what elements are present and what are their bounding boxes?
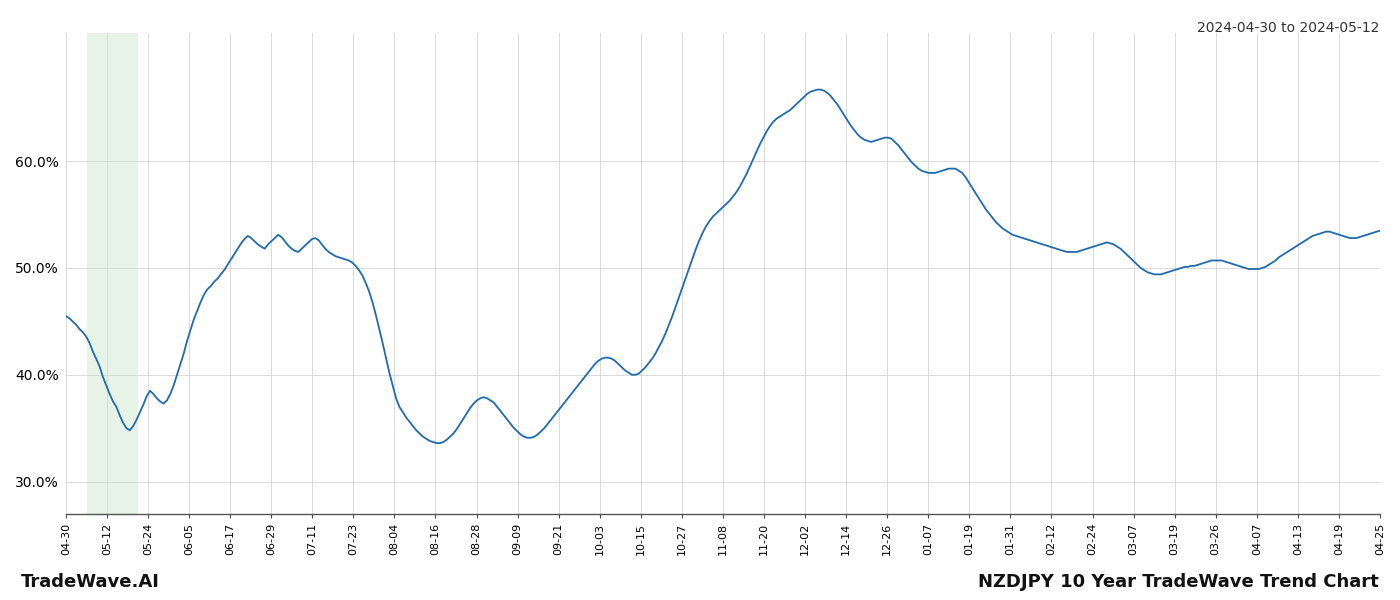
Bar (87, 33, 139, 514)
Text: NZDJPY 10 Year TradeWave Trend Chart: NZDJPY 10 Year TradeWave Trend Chart (979, 573, 1379, 591)
Text: 2024-04-30 to 2024-05-12: 2024-04-30 to 2024-05-12 (1197, 21, 1379, 35)
Text: TradeWave.AI: TradeWave.AI (21, 573, 160, 591)
